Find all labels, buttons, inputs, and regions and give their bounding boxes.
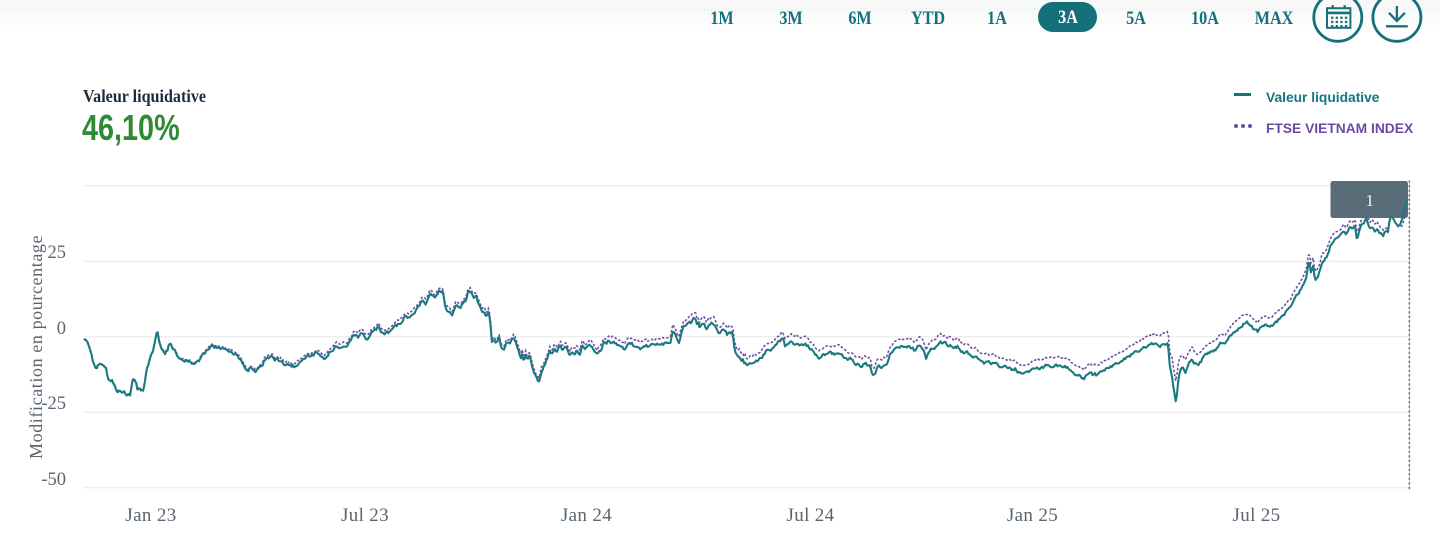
svg-text:1: 1 [1366,191,1375,210]
